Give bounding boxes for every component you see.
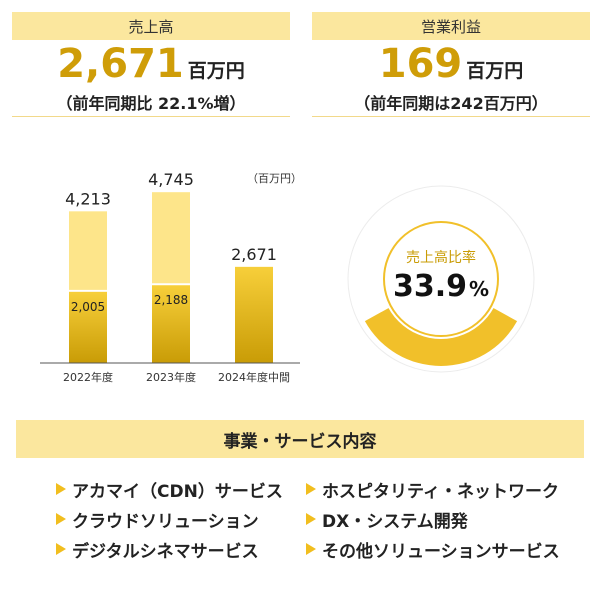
donut-value-number: 33.9	[393, 269, 467, 304]
service-item-label: デジタルシネマサービス	[72, 541, 259, 562]
x-axis-labels: 2022年度 2023年度 2024年度中間	[63, 370, 290, 384]
profit-kpi-title: 営業利益	[312, 12, 590, 40]
x-tick-label: 2022年度	[63, 370, 113, 384]
service-item-label: DX・システム開発	[322, 511, 468, 532]
sales-kpi: 売上高 2,671 百万円 （前年同期比 22.1%増）	[12, 12, 290, 117]
donut-value: 33.9%	[393, 269, 489, 304]
service-item-label: クラウドソリューション	[72, 511, 259, 532]
profit-kpi-value: 169	[378, 41, 463, 87]
bar-upper-segment	[152, 192, 190, 285]
service-item: アカマイ（CDN）サービス	[56, 474, 283, 504]
profit-kpi: 営業利益 169 百万円 （前年同期は242百万円）	[312, 12, 590, 117]
service-item: その他ソリューションサービス	[306, 534, 560, 564]
bar-upper-segment	[69, 211, 107, 291]
bar-single	[235, 266, 273, 363]
bar-lower-segment	[69, 291, 107, 363]
bar-inner-label: 2,188	[154, 293, 188, 307]
service-item: DX・システム開発	[306, 504, 560, 534]
service-item-label: ホスピタリティ・ネットワーク	[322, 481, 559, 502]
bar-total-label: 2,671	[231, 245, 277, 264]
service-item: デジタルシネマサービス	[56, 534, 283, 564]
triangle-bullet-icon	[56, 513, 66, 525]
chart-unit-label: （百万円）	[247, 172, 302, 185]
x-tick-label: 2023年度	[146, 370, 196, 384]
profit-kpi-prior: （前年同期は242百万円）	[354, 94, 548, 113]
x-tick-label: 2024年度中間	[218, 370, 290, 384]
sales-kpi-value: 2,671	[57, 41, 184, 87]
services-list-right: ホスピタリティ・ネットワーク DX・システム開発その他ソリューションサービス	[306, 474, 560, 564]
service-item-label: アカマイ（CDN）サービス	[72, 481, 283, 502]
services-list-left: アカマイ（CDN）サービス クラウドソリューション デジタルシネマサービス	[56, 474, 283, 564]
service-item: ホスピタリティ・ネットワーク	[306, 474, 560, 504]
triangle-bullet-icon	[306, 483, 316, 495]
bar-group: 2,005 4,213 2,188 4,745 2,671	[65, 170, 277, 363]
triangle-bullet-icon	[56, 543, 66, 555]
profit-kpi-value-row: 169 百万円	[312, 44, 590, 84]
triangle-bullet-icon	[306, 543, 316, 555]
profit-kpi-unit: 百万円	[466, 60, 524, 82]
donut-inner-ring	[383, 221, 499, 337]
sales-ratio-donut: 売上高比率 33.9%	[347, 185, 535, 373]
bar-lower-segment	[152, 285, 190, 363]
sales-kpi-unit: 百万円	[187, 60, 245, 82]
bar-total-label: 4,213	[65, 189, 111, 208]
donut-center	[381, 219, 501, 339]
service-item: クラウドソリューション	[56, 504, 283, 534]
services-heading: 事業・サービス内容	[16, 420, 584, 458]
donut-label: 売上高比率	[406, 249, 476, 266]
sales-kpi-value-row: 2,671 百万円	[12, 44, 290, 84]
service-item-label: その他ソリューションサービス	[322, 541, 560, 562]
triangle-bullet-icon	[306, 513, 316, 525]
donut-outer-border	[347, 185, 535, 373]
bar-total-label: 4,745	[148, 170, 194, 189]
triangle-bullet-icon	[56, 483, 66, 495]
bar-inner-label: 2,005	[71, 300, 105, 314]
sales-kpi-growth: （前年同期比 22.1%増）	[56, 94, 246, 113]
donut-value-unit: %	[469, 277, 489, 301]
sales-kpi-title: 売上高	[12, 12, 290, 40]
